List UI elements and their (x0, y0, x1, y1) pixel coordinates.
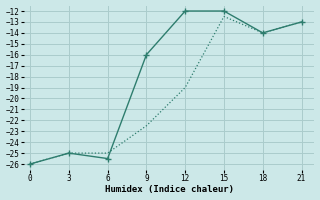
X-axis label: Humidex (Indice chaleur): Humidex (Indice chaleur) (105, 185, 234, 194)
